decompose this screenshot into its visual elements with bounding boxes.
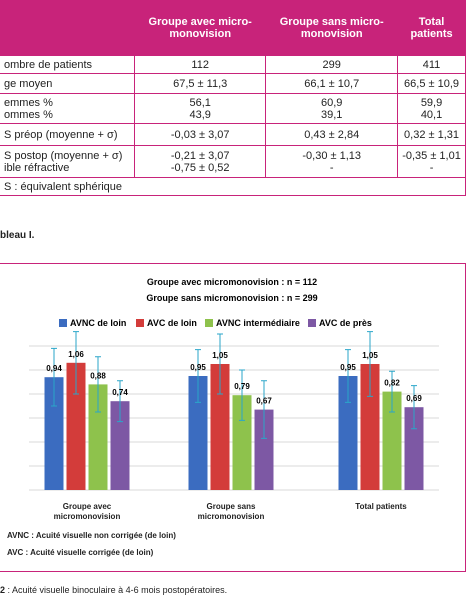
value-label: 1,06 — [68, 350, 84, 359]
error-bar — [51, 347, 57, 407]
figure-caption: 2 : Acuité visuelle binoculaire à 4-6 mo… — [0, 585, 227, 595]
value-label: 0,95 — [190, 363, 206, 372]
x-tick-label: Groupe avec micromonovision — [53, 502, 121, 521]
value-label: 0,88 — [90, 371, 106, 380]
table-cell: S préop (moyenne + σ) — [0, 123, 135, 146]
legend-label: AVNC intermédiaire — [216, 318, 300, 328]
value-label: 1,05 — [362, 351, 378, 360]
error-bar — [239, 369, 245, 421]
value-label: 0,69 — [406, 394, 422, 403]
error-bar — [345, 349, 351, 403]
table-cell: ge moyen — [0, 73, 135, 94]
table-cell: -0,30 ± 1,13 - — [265, 145, 399, 178]
table-cell: 66,1 ± 10,7 — [265, 73, 399, 94]
bar — [360, 364, 380, 490]
table-row: S postop (moyenne + σ) ible réfractive -0… — [0, 145, 466, 178]
bar — [44, 377, 64, 490]
bar — [88, 384, 108, 490]
error-bar — [95, 356, 101, 413]
legend-label: AVNC de loin — [70, 318, 126, 328]
table-cell: 0,43 ± 2,84 — [265, 123, 399, 146]
chart-title: Groupe sans micromonovision : n = 299 — [146, 293, 317, 303]
legend-label: AVC de près — [319, 318, 372, 328]
table-row: S préop (moyenne + σ) -0,03 ± 3,07 0,43 ± … — [0, 123, 466, 146]
legend-swatch — [59, 319, 67, 327]
legend-swatch — [308, 319, 316, 327]
caption-number: 2 — [0, 585, 6, 595]
bar — [66, 362, 86, 490]
error-bar — [411, 385, 417, 430]
table-cell: 0,32 ± 1,31 — [397, 123, 466, 146]
footnote: AVC : Acuité visuelle corrigée (de loin) — [7, 548, 154, 557]
header-cell — [0, 0, 135, 56]
value-label: 0,67 — [256, 397, 272, 406]
footnote-row: S : équivalent sphérique — [0, 177, 466, 196]
table-row: ge moyen 67,5 ± 11,3 66,1 ± 10,7 66,5 ± 10,… — [0, 73, 466, 94]
bar — [382, 391, 402, 490]
table-footnote: S : équivalent sphérique — [0, 177, 466, 196]
bar — [110, 401, 130, 490]
table-cell: 56,1 43,9 — [133, 93, 267, 124]
chart: Groupe avec micromonovision : n = 112 Gro… — [29, 277, 439, 491]
table-caption: bleau I. — [0, 230, 35, 241]
table-cell: 60,9 39,1 — [265, 93, 399, 124]
table-cell: ombre de patients — [0, 55, 135, 74]
footnote: AVNC : Acuité visuelle non corrigée (de … — [7, 531, 176, 540]
bar — [254, 409, 274, 490]
error-bar — [389, 370, 395, 413]
bar — [232, 395, 252, 490]
table-cell: 59,9 40,1 — [397, 93, 466, 124]
value-label: 0,79 — [234, 382, 250, 391]
error-bar — [261, 380, 267, 439]
table-cell: 67,5 ± 11,3 — [133, 73, 267, 94]
x-tick-label: Total patients — [355, 502, 407, 511]
legend-label: AVC de loin — [147, 318, 197, 328]
table-cell: emmes % ommes % — [0, 93, 135, 124]
x-tick-label: Groupe sans micromonovision — [197, 502, 265, 521]
figure-box: Groupe avec micromonovision : n = 112 Gro… — [0, 263, 466, 572]
bar — [404, 407, 424, 490]
bar — [338, 376, 358, 490]
table-row: ombre de patients 112 299 411 — [0, 55, 466, 74]
value-label: 0,82 — [384, 379, 400, 388]
chart-title: Groupe avec micromonovision : n = 112 — [147, 277, 317, 287]
error-bar — [73, 331, 79, 395]
bar — [210, 364, 230, 490]
table-cell: 299 — [265, 55, 399, 74]
table-cell: 112 — [133, 55, 267, 74]
value-label: 0,74 — [112, 388, 128, 397]
caption-text: : Acuité visuelle binoculaire à 4-6 mois… — [7, 585, 228, 595]
header-cell: Total patients — [397, 0, 466, 56]
table-cell: -0,21 ± 3,07 -0,75 ± 0,52 — [133, 145, 267, 178]
table-cell: -0,03 ± 3,07 — [133, 123, 267, 146]
table-cell: -0,35 ± 1,01 - — [397, 145, 466, 178]
header-cell: Groupe avec micro-monovision — [133, 0, 267, 56]
error-bar — [217, 333, 223, 395]
value-label: 0,94 — [46, 364, 62, 373]
header-row: Groupe avec micro-monovision Groupe sans … — [0, 0, 466, 56]
table-cell: 66,5 ± 10,9 — [397, 73, 466, 94]
value-label: 1,05 — [212, 351, 228, 360]
header-cell: Groupe sans micro-monovision — [265, 0, 399, 56]
legend-swatch — [136, 319, 144, 327]
legend-swatch — [205, 319, 213, 327]
bar — [188, 376, 208, 490]
table-row: emmes % ommes % 56,1 43,9 60,9 39,1 59,9 40… — [0, 93, 466, 124]
error-bar — [117, 380, 123, 423]
table-cell: 411 — [397, 55, 466, 74]
table-cell: S postop (moyenne + σ) ible réfractive — [0, 145, 135, 178]
error-bar — [195, 349, 201, 403]
data-table: Groupe avec micro-monovision Groupe sans … — [0, 0, 466, 196]
error-bar — [367, 331, 373, 397]
value-label: 0,95 — [340, 363, 356, 372]
